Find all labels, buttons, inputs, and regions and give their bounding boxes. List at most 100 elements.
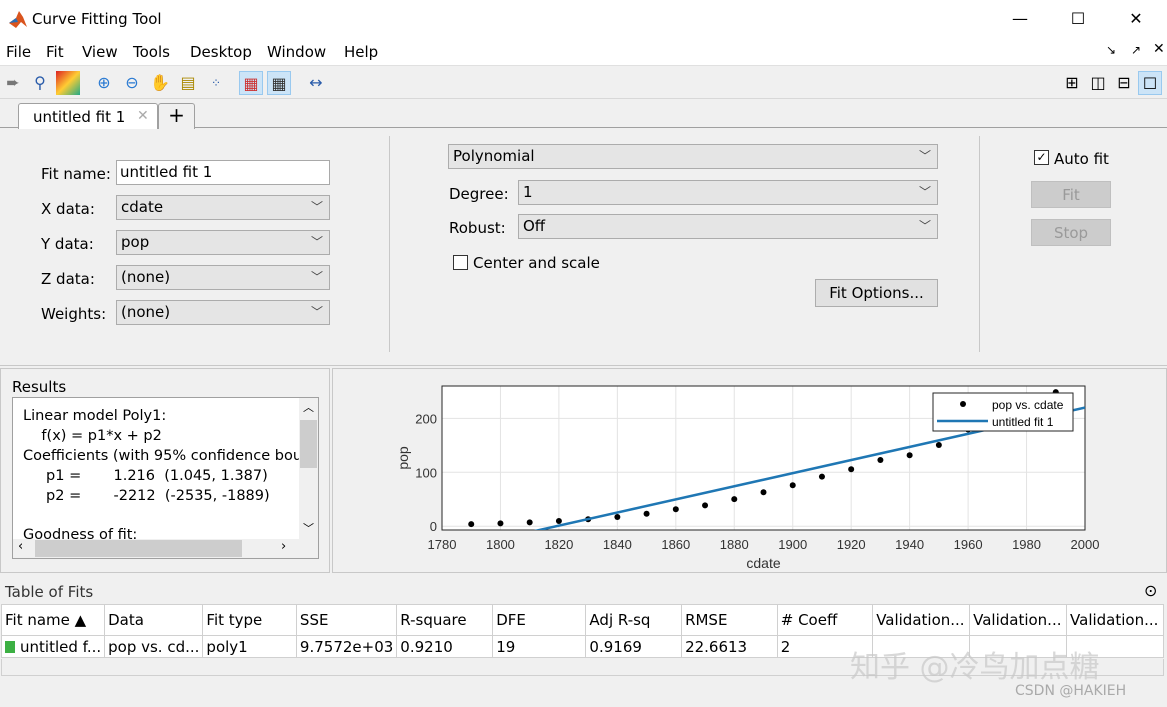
x-data-select[interactable]: cdate ﹀ — [116, 195, 330, 220]
data-cursor-icon[interactable]: ▤ — [180, 73, 196, 92]
column-header[interactable]: DFE — [492, 604, 587, 636]
exclude-outliers-icon[interactable]: ⁘ — [210, 76, 222, 90]
axes-limits-icon[interactable]: ↔ — [309, 73, 323, 92]
weights-select[interactable]: (none) ﹀ — [116, 300, 330, 325]
data-icon[interactable]: ⚲ — [34, 73, 46, 92]
legend-toggle-icon[interactable]: ▦ — [239, 71, 263, 95]
z-data-select[interactable]: (none) ﹀ — [116, 265, 330, 290]
z-data-label: Z data: — [41, 270, 95, 288]
column-header[interactable]: Validation... — [872, 604, 971, 636]
column-header[interactable]: RMSE — [681, 604, 778, 636]
zoom-out-icon[interactable]: ⊖ — [125, 73, 139, 92]
panel-menu-icon[interactable]: ⊙ — [1144, 581, 1158, 600]
robust-label: Robust: — [449, 219, 506, 237]
fit-button[interactable]: Fit — [1031, 181, 1111, 208]
column-header[interactable]: Adj R-sq — [585, 604, 683, 636]
scrollbar-thumb[interactable] — [300, 420, 317, 468]
pan-hand-icon[interactable]: ✋ — [150, 73, 170, 92]
scroll-up-icon[interactable]: ︿ — [303, 401, 314, 414]
fit-options-button[interactable]: Fit Options... — [815, 279, 938, 307]
column-header[interactable]: Fit type — [202, 604, 297, 636]
cell-text: poly1 — [206, 637, 248, 656]
undock-icon[interactable]: ↘ — [1106, 43, 1117, 57]
tab-untitled-fit-1[interactable]: untitled fit 1 ✕ — [18, 103, 158, 129]
legend-label-points: pop vs. cdate — [992, 398, 1064, 412]
data-point — [877, 456, 884, 463]
data-point — [643, 510, 650, 517]
close-tab-icon[interactable]: ✕ — [137, 108, 149, 124]
fit-plot[interactable]: 1780 1800 1820 1840 1860 1880 1900 1920 1940 1960… — [333, 369, 1166, 572]
scrollbar-thumb[interactable] — [35, 540, 242, 557]
cell-text: untitled f... — [20, 637, 102, 656]
surface-colormap-icon[interactable] — [56, 71, 80, 95]
dock-icon[interactable]: ↗ — [1131, 43, 1142, 57]
toolbar: ➨ ⚲ ⊕ ⊖ ✋ ▤ ⁘ ▦ ▦ ↔ ⊞ ◫ ⊟ ☐ — [0, 68, 1167, 99]
y-tick-label: 0 — [430, 519, 437, 534]
menu-help[interactable]: Help — [344, 43, 379, 61]
zoom-in-icon[interactable]: ⊕ — [97, 73, 111, 92]
degree-select[interactable]: 1 ﹀ — [518, 180, 938, 205]
legend-label-fit: untitled fit 1 — [992, 415, 1054, 429]
y-data-select[interactable]: pop ﹀ — [116, 230, 330, 255]
results-text-area[interactable]: Linear model Poly1: f(x) = p1*x + p2 Coe… — [12, 397, 319, 559]
table-row[interactable]: untitled f... pop vs. cd... poly1 9.7572e+0… — [0, 635, 1164, 658]
layout-rows-icon[interactable]: ⊟ — [1117, 73, 1131, 92]
data-point — [497, 520, 504, 527]
column-header[interactable]: # Coeff — [776, 604, 874, 636]
scroll-right-icon[interactable]: › — [281, 539, 287, 554]
table-cell: poly1 — [202, 635, 297, 658]
cell-text: 0.9169 — [589, 637, 642, 656]
close-button[interactable]: ✕ — [1129, 9, 1143, 28]
fit-name-input[interactable]: untitled fit 1 — [116, 160, 330, 185]
column-header[interactable]: Data — [104, 604, 204, 636]
stop-button[interactable]: Stop — [1031, 219, 1111, 246]
chevron-down-icon: ﹀ — [310, 270, 323, 284]
layout-columns-icon[interactable]: ◫ — [1090, 73, 1106, 92]
weights-value: (none) — [121, 303, 171, 321]
x-tick-label: 2000 — [1071, 537, 1100, 552]
x-axis-label: cdate — [746, 555, 780, 571]
column-header[interactable]: R-square — [396, 604, 494, 636]
menu-tools[interactable]: Tools — [133, 43, 170, 61]
cell-text: 22.6613 — [685, 637, 748, 656]
fit-type-value: Polynomial — [453, 147, 535, 165]
column-header[interactable]: Validation... — [1066, 604, 1164, 636]
cell-text: 0.9210 — [400, 637, 453, 656]
center-scale-label: Center and scale — [473, 254, 600, 272]
maximize-button[interactable]: ☐ — [1070, 9, 1086, 28]
center-scale-checkbox[interactable] — [453, 255, 468, 270]
horizontal-scrollbar[interactable]: ‹ › — [13, 539, 318, 558]
robust-select[interactable]: Off ﹀ — [518, 214, 938, 239]
data-point — [468, 521, 475, 528]
scroll-left-icon[interactable]: ‹ — [18, 539, 24, 554]
fit-settings-panel: Fit name: untitled fit 1 X data: cdate ﹀ … — [0, 128, 1167, 366]
grid-toggle-icon[interactable]: ▦ — [267, 71, 291, 95]
column-header[interactable]: SSE — [295, 604, 398, 636]
column-header[interactable]: Fit name ▲ — [0, 604, 106, 636]
menu-file[interactable]: File — [6, 43, 32, 61]
cell-text: 2 — [780, 637, 791, 656]
layout-grid-icon[interactable]: ⊞ — [1065, 73, 1079, 92]
menu-window[interactable]: Window — [267, 43, 327, 61]
menu-view[interactable]: View — [82, 43, 118, 61]
column-header[interactable]: Validation... — [969, 604, 1068, 636]
data-point — [906, 452, 913, 459]
pan-back-icon[interactable]: ➨ — [6, 73, 20, 92]
add-tab-button[interactable]: + — [158, 103, 195, 129]
close-figure-icon[interactable]: ✕ — [1153, 41, 1165, 57]
fit-type-select[interactable]: Polynomial ﹀ — [448, 144, 938, 169]
tab-label: untitled fit 1 — [33, 108, 126, 126]
results-title: Results — [12, 378, 67, 396]
data-point — [760, 489, 767, 496]
layout-single-icon[interactable]: ☐ — [1138, 71, 1162, 95]
menu-fit[interactable]: Fit — [46, 43, 64, 61]
chevron-down-icon: ﹀ — [310, 305, 323, 319]
x-tick-label: 1960 — [954, 537, 983, 552]
auto-fit-checkbox[interactable]: ✓ — [1034, 150, 1049, 165]
chevron-down-icon: ﹀ — [918, 185, 931, 199]
scroll-down-icon[interactable]: ﹀ — [303, 522, 314, 535]
menu-bar: File Fit View Tools Desktop Window Help … — [0, 38, 1167, 66]
minimize-button[interactable]: — — [1012, 9, 1028, 28]
vertical-scrollbar[interactable]: ︿ ﹀ — [299, 398, 318, 539]
menu-desktop[interactable]: Desktop — [190, 43, 252, 61]
